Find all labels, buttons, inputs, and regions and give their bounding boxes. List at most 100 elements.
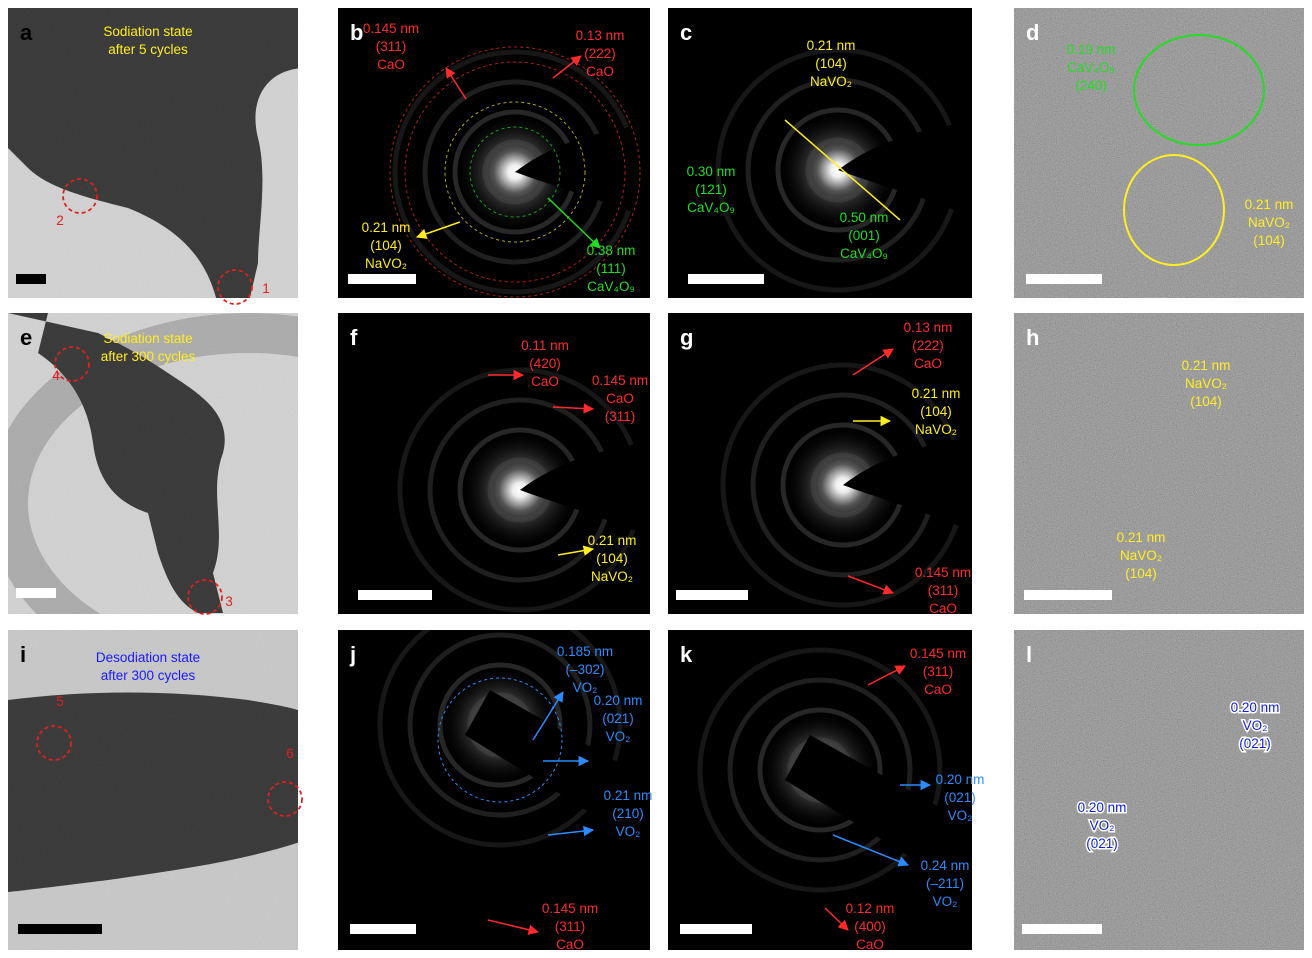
annotation: CaO — [856, 937, 884, 952]
annotation: 0.185 nm — [557, 644, 613, 659]
panel-label: b — [350, 20, 363, 45]
annotation: CaV₄O₉ — [840, 246, 888, 261]
scale-bar — [16, 274, 46, 284]
annotation: (104) — [920, 404, 952, 419]
annotation: (021) — [1239, 736, 1271, 751]
annotation: 0.13 nm — [904, 320, 953, 335]
annotation: NaVO₂ — [1185, 376, 1227, 391]
annotation: CaV₄O₉ — [687, 200, 735, 215]
annotation: 0.145 nm — [363, 21, 419, 36]
panel: j0.185 nm(–302)VO₂0.20 nm(021)VO₂0.21 nm… — [338, 605, 658, 958]
annotation: 0.24 nm — [921, 858, 970, 873]
annotation: VO₂ — [1090, 818, 1115, 833]
panel-label: k — [680, 642, 693, 667]
panel-image — [1014, 313, 1312, 622]
annotation: NaVO₂ — [810, 74, 852, 89]
scale-bar — [348, 274, 416, 284]
annotation: 0.20 nm — [594, 693, 643, 708]
annotation: (104) — [596, 551, 628, 566]
annotation: CaO — [586, 64, 614, 79]
panel: c0.21 nm(104)NaVO₂0.30 nm(121)CaV₄O₉0.50… — [668, 8, 980, 306]
annotation: NaVO₂ — [1120, 548, 1162, 563]
scale-bar — [18, 924, 102, 934]
panel-label: e — [20, 325, 32, 350]
annotation: (104) — [815, 56, 847, 71]
region-number: 1 — [262, 281, 270, 296]
annotation: VO₂ — [616, 824, 641, 839]
annotation: NaVO₂ — [1248, 215, 1290, 230]
panel-label: g — [680, 325, 693, 350]
scale-bar — [16, 588, 56, 598]
annotation: 0.145 nm — [910, 646, 966, 661]
region-number: 3 — [225, 594, 233, 609]
annotation: CaO — [556, 937, 584, 952]
annotation: (–211) — [926, 876, 964, 891]
annotation: 0.21 nm — [362, 220, 411, 235]
annotation: 0.21 nm — [1182, 358, 1231, 373]
panel-image — [1014, 8, 1312, 306]
annotation: (311) — [928, 583, 959, 598]
annotation: NaVO₂ — [915, 422, 957, 437]
panel-image — [1014, 630, 1312, 958]
region-number: 6 — [286, 746, 294, 761]
annotation: VO₂ — [933, 894, 958, 909]
annotation: (121) — [695, 182, 727, 197]
region-number: 2 — [56, 213, 64, 228]
panel-label: f — [350, 325, 358, 350]
panel-label: i — [20, 642, 26, 667]
annotation: CaO — [914, 356, 942, 371]
annotation: (311) — [555, 919, 586, 934]
annotation: Sodiation state — [103, 24, 192, 39]
annotation: CaO — [606, 391, 634, 406]
annotation: CaV₄O₉ — [1067, 60, 1115, 75]
annotation: CaV₄O₉ — [587, 279, 635, 294]
annotation: VO₂ — [1243, 718, 1268, 733]
annotation: (222) — [584, 46, 616, 61]
annotation: 0.21 nm — [912, 386, 961, 401]
annotation: (210) — [612, 806, 644, 821]
annotation: 0.38 nm — [587, 243, 636, 258]
annotation: (311) — [605, 409, 636, 424]
page: aSodiation stateafter 5 cycles12b0.145 n… — [0, 0, 1312, 958]
annotation: after 300 cycles — [101, 349, 196, 364]
annotation: Desodiation state — [96, 650, 200, 665]
annotation: CaO — [377, 57, 405, 72]
region-number: 5 — [56, 694, 64, 709]
scale-bar — [1024, 590, 1112, 600]
scale-bar — [350, 924, 416, 934]
annotation: (021) — [944, 790, 976, 805]
annotation: (104) — [1125, 566, 1157, 581]
annotation: (104) — [1253, 233, 1285, 248]
annotation: (240) — [1075, 78, 1107, 93]
annotation: CaO — [929, 601, 957, 616]
annotation: 0.20 nm — [1078, 800, 1127, 815]
annotation: 0.20 nm — [1231, 700, 1280, 715]
scale-bar — [680, 924, 752, 934]
scale-bar — [688, 274, 764, 284]
annotation: 0.21 nm — [1117, 530, 1166, 545]
panel: i Desodiation state after 300 cycles 5 6 — [8, 630, 306, 958]
annotation: (021) — [602, 711, 634, 726]
panel-label: j — [349, 642, 356, 667]
annotation: after 300 cycles — [101, 668, 196, 683]
annotation: 0.21 nm — [604, 788, 653, 803]
annotation: after 5 cycles — [108, 42, 188, 57]
annotation: (420) — [529, 356, 561, 371]
annotation: 0.19 nm — [1067, 42, 1116, 57]
annotation: 0.145 nm — [542, 901, 598, 916]
annotation: (001) — [848, 228, 880, 243]
annotation: (400) — [854, 919, 886, 934]
annotation: 0.13 nm — [576, 28, 625, 43]
annotation: Sodiation state — [103, 331, 192, 346]
annotation: NaVO₂ — [591, 569, 633, 584]
annotation: (104) — [370, 238, 402, 253]
annotation: (021) — [1086, 836, 1118, 851]
annotation: 0.20 nm — [936, 772, 985, 787]
scale-bar — [676, 590, 748, 600]
